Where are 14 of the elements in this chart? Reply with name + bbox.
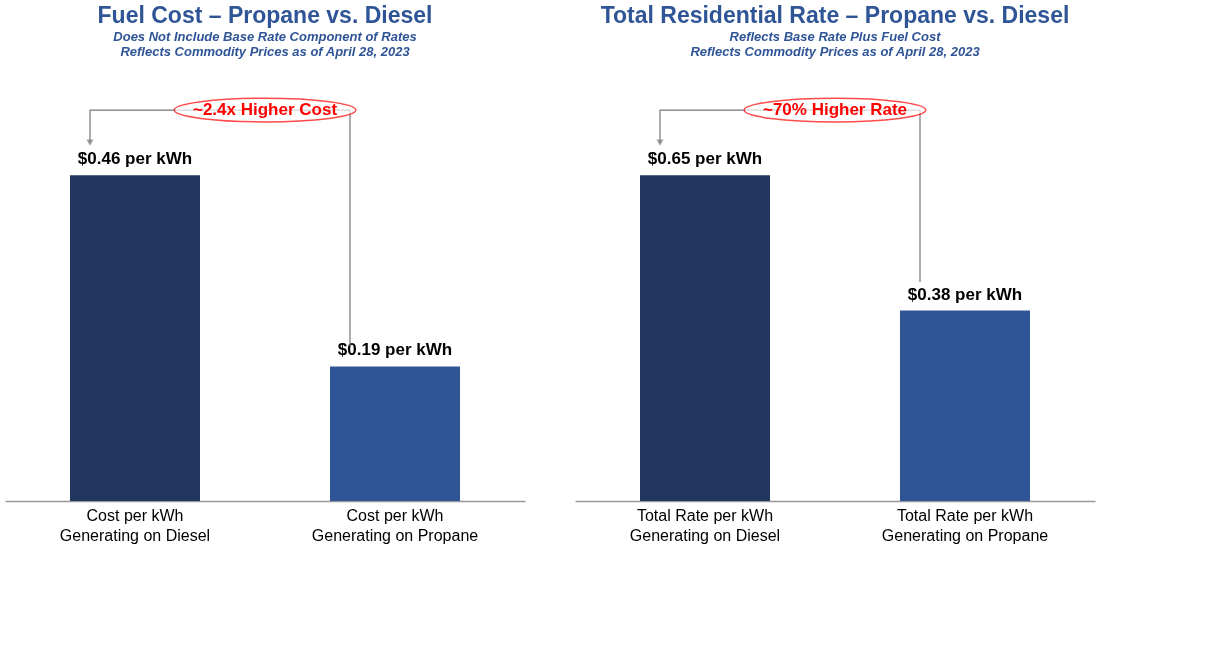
chart-title: Fuel Cost – Propane vs. Diesel [97,2,433,28]
text: ~70% Higher Rate [762,100,908,120]
chart-subtitle: Reflects Base Rate Plus Fuel Cost Reflects Commodity Prices as of April 28, 2023 [690,29,981,59]
x-tick-label: Cost per kWh Generating on Diesel [59,506,211,544]
data-label: $0.46 per kWh [77,149,193,169]
text: ~2.4x Higher Cost [192,100,338,120]
data-label: $0.38 per kWh [907,284,1023,304]
x-tick-label: Total Rate per kWh Generating on Propane [881,506,1049,544]
chart-subtitle: Does Not Include Base Rate Component of Rates Reflects Commodity Prices as of April 28, 2023 [113,29,417,59]
data-label: $0.19 per kWh [337,340,453,360]
x-tick-label: Total Rate per kWh Generating on Diesel [629,506,781,544]
x-tick-label: Cost per kWh Generating on Propane [311,506,479,544]
chart-title: Total Residential Rate – Propane vs. Diesel [600,2,1070,28]
data-label: $0.65 per kWh [647,149,763,169]
